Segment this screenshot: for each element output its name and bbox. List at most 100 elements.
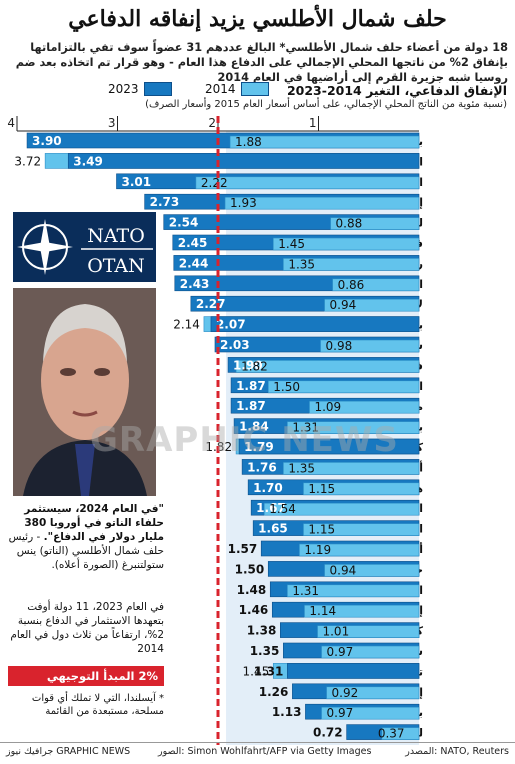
value-2014-label: 1.93 [230,196,257,210]
bar-2014 [309,400,420,414]
value-2014-label: 1.31 [292,584,319,598]
bar-2014 [267,380,420,394]
nato-logo-and-portrait: NATO OTAN [13,212,156,496]
value-2014-label: 1.19 [304,543,331,557]
bar-2014 [229,135,420,149]
value-2023-label: 1.87 [236,399,266,413]
legend-2014-label: 2014 [205,82,236,96]
bar-2014 [287,421,420,434]
bar-2014 [381,727,420,740]
value-2014-label: 3.72 [14,154,41,168]
value-2014-label: 2.22 [201,176,228,190]
value-2023-label: 2.07 [216,318,246,332]
bar-2014 [324,298,420,312]
value-2023-label: 1.38 [247,624,277,638]
value-2023-label: 1.48 [237,583,267,597]
value-2023-label: 1.67 [256,501,286,515]
legend-2014: 2014 [205,82,269,96]
legend-2023: 2023 [108,82,172,96]
value-2023-label: 2.27 [196,297,226,311]
value-2023-label: 1.65 [258,522,288,536]
value-2023-label: 0.72 [313,726,343,740]
value-2023-label: 2.45 [178,236,208,250]
value-2014-label: 1.45 [278,237,305,251]
note-2023: في العام 2023، 11 دولة أوفت بتعهدها الاس… [10,601,164,655]
value-2023-label: 1.76 [247,460,277,474]
nato-text: NATO [87,225,145,247]
value-2014-label: 1.01 [322,625,349,639]
value-2014-label: 1.54 [269,502,296,516]
value-2023-label: 3.01 [121,175,151,189]
value-2023-label: 1.31 [254,664,284,678]
value-2014-label: 0.86 [338,278,365,292]
value-2014-label: 0.98 [326,339,353,353]
bar-2014 [324,564,420,577]
watermark: GRAPHIC NEWS [90,420,399,460]
bar-2014 [332,278,420,292]
nato-compass-icon [17,219,73,275]
value-2023-label: 1.70 [253,481,283,495]
bar-2023 [287,663,420,679]
value-2014-label: 0.94 [330,563,357,577]
chart-subtitle: (نسبة مئوية من الناتج المحلي الإجمالي، ع… [145,99,507,110]
value-2023-label: 1.87 [236,379,266,393]
tick-label: 3 [108,116,116,130]
value-2014-label: 0.97 [327,706,354,720]
value-2023-label: 2.54 [169,216,199,230]
value-2014-label: 1.15 [308,482,335,496]
value-2023-label: 1.79 [244,440,274,454]
value-2014-label: 2.14 [173,318,200,332]
value-2014-label: 1.15 [308,523,335,537]
value-2023-label: 2.73 [150,195,180,209]
otan-text: OTAN [87,255,145,277]
plot-band [226,131,419,745]
tick-label: 1 [309,116,317,130]
value-2014-label: 0.97 [327,645,354,659]
quote-block: "في العام 2024، سيستثمر حلفاء الناتو في … [6,502,164,572]
bar-2014 [283,462,420,475]
bar-2014 [299,543,420,557]
value-2023-label: 2.43 [180,277,210,291]
bar-2014 [283,258,420,271]
quote-attribution: - رئيس حلف شمال الأطلسي (الناتو) ينس ستو… [8,531,164,571]
value-2014-label: 1.35 [288,257,315,271]
footnote: * آيسلندا، التي لا تملك أي قوات مسلحة، م… [31,693,164,717]
bar-2014 [320,339,420,353]
value-2014-label: 1.88 [235,135,262,149]
bar-2014 [304,604,420,618]
value-2014-label: 0.92 [332,686,359,700]
bar-2014 [272,237,420,251]
value-2023-label: 1.46 [239,603,269,617]
quote-text: "في العام 2024، سيستثمر حلفاء الناتو في … [24,503,164,543]
bar-2023 [238,438,420,455]
tick-label: 2 [208,116,216,130]
value-2014-label: 1.45 [243,664,270,678]
value-2023-label: 3.90 [32,134,62,148]
value-2014-label: 0.88 [336,217,363,231]
target-banner: 2% المبدأ التوجيهي [8,666,164,686]
value-2014-label: 1.82 [241,359,268,373]
value-2023-label: 1.13 [272,705,302,719]
bar-2014 [263,502,420,516]
bar-2023 [67,153,420,169]
bar-2014 [303,523,420,536]
value-2023-label: 2.03 [220,338,250,352]
portrait-image [23,304,147,496]
bar-2014 [195,176,420,190]
bar-2014 [326,686,420,700]
intro-text: 18 دولة من أعضاء حلف شمال الأطلسي* البال… [15,41,508,84]
value-2023-label: 1.26 [259,685,289,699]
footer-credit: جرافيك نيوز GRAPHIC NEWS [6,746,131,757]
footer-source: المصدر: NATO, Reuters [405,746,509,757]
bar-2014 [287,584,420,598]
bar-2014 [224,196,420,210]
bar-2014 [330,217,420,230]
value-2014-label: 1.09 [314,400,341,414]
value-2023-label: 1.90 [233,358,263,372]
value-2014-label: 1.50 [273,380,300,394]
bar-2014 [321,645,420,659]
value-2023-label: 3.49 [73,154,103,168]
value-2023-label: 1.50 [235,562,265,576]
page-title: حلف شمال الأطلسي يزيد إنفاقه الدفاعي [68,6,447,32]
